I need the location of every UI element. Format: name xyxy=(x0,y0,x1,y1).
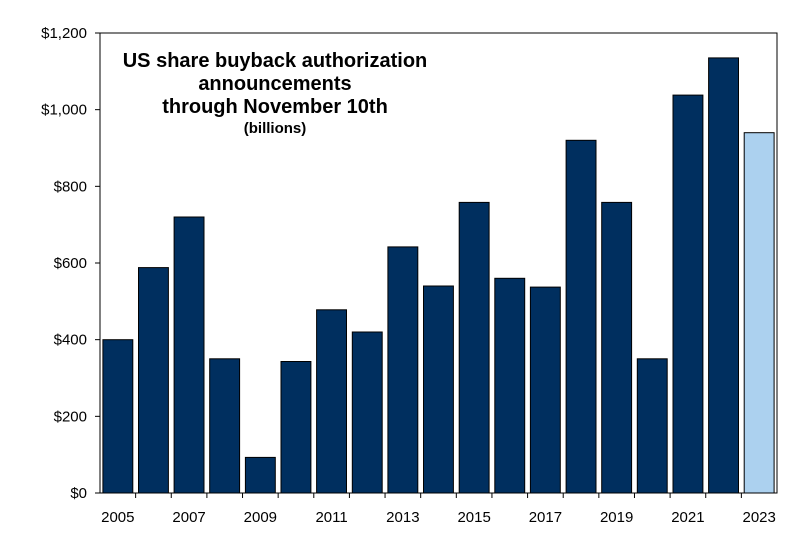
bar-2011 xyxy=(316,309,348,494)
y-tick-label: $0 xyxy=(70,485,87,502)
bar-2013 xyxy=(387,246,419,494)
x-tick-label: 2005 xyxy=(101,509,134,526)
x-tick-label: 2021 xyxy=(671,509,704,526)
y-tick-label: $1,000 xyxy=(41,102,87,119)
y-tick-label: $200 xyxy=(54,408,87,425)
x-tick-label: 2023 xyxy=(742,509,775,526)
x-tick-label: 2011 xyxy=(315,509,347,526)
x-tick-label: 2017 xyxy=(529,509,562,526)
chart-title: US share buyback authorization announcem… xyxy=(105,50,445,139)
chart-subtitle: (billions) xyxy=(243,120,307,137)
bar-2020 xyxy=(636,358,668,494)
title-line-1: US share buyback authorization xyxy=(122,50,428,72)
bar-2019 xyxy=(601,201,633,494)
bar-2018 xyxy=(565,139,597,494)
bars-group xyxy=(102,57,775,494)
x-tick-label: 2007 xyxy=(172,509,205,526)
title-line-2: announcements xyxy=(198,73,352,95)
y-tick-label: $1,200 xyxy=(41,25,87,42)
x-tick-label: 2015 xyxy=(457,509,490,526)
title-line-3: through November 10th xyxy=(162,96,388,118)
bar-2010 xyxy=(280,361,312,494)
bar-2008 xyxy=(209,358,241,494)
bar-2007 xyxy=(173,216,205,494)
x-axis: 2005 2007 2009 2011 2013 2015 2017 2019 2021 2023 xyxy=(101,493,776,526)
bar-2023 xyxy=(743,132,775,494)
bar-2017 xyxy=(529,286,561,494)
x-tick-label: 2009 xyxy=(244,509,277,526)
y-tick-label: $400 xyxy=(54,332,87,349)
y-tick-label: $600 xyxy=(54,255,87,272)
x-tick-label: 2013 xyxy=(386,509,419,526)
y-axis: $0 $200 $400 $600 $800 $1,000 $1,200 xyxy=(41,25,100,502)
bar-2009 xyxy=(244,456,276,494)
bar-2022 xyxy=(708,57,739,494)
bar-2015 xyxy=(458,201,490,494)
bar-2014 xyxy=(423,285,454,494)
bar-2006 xyxy=(138,267,169,494)
bar-2021 xyxy=(672,94,704,494)
y-tick-label: $800 xyxy=(54,178,87,195)
bar-2005 xyxy=(102,339,134,494)
x-tick-label: 2019 xyxy=(600,509,633,526)
bar-2016 xyxy=(494,277,526,494)
bar-2012 xyxy=(351,331,383,494)
